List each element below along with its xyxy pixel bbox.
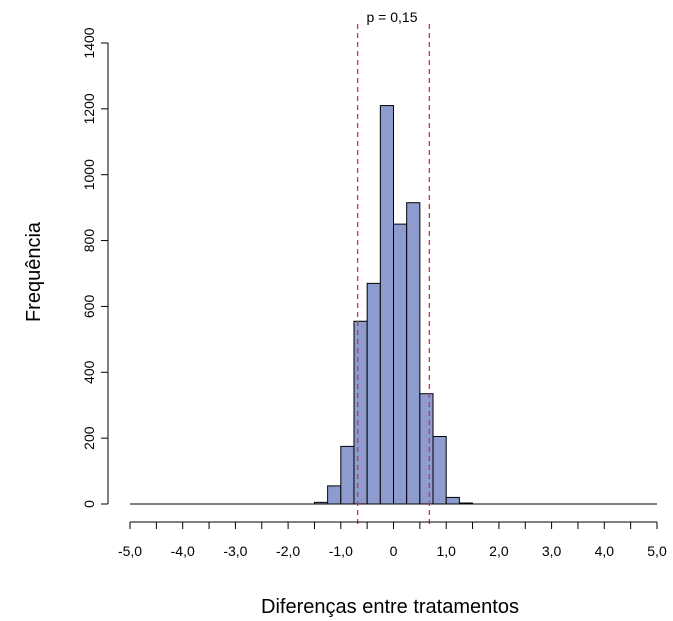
histogram-bar (353, 320, 368, 505)
y-tick-label: 200 (81, 426, 97, 450)
histogram-bar (419, 393, 434, 505)
histogram-bar (432, 435, 447, 505)
histogram-bar (393, 223, 408, 505)
x-axis: -5,0 -4,0 -3,0 -2,0 -1,0 0 1,0 2,0 3,0 4,0 5,0 (118, 521, 667, 559)
y-axis-title: Frequência (23, 221, 45, 322)
y-tick-label: 600 (81, 295, 97, 319)
x-tick-label: 1,0 (436, 543, 456, 559)
histogram-bar (366, 282, 381, 505)
histogram-bar (445, 496, 460, 505)
histogram-bar (340, 445, 355, 505)
y-tick-label: 0 (81, 500, 97, 508)
x-tick-label: -2,0 (276, 543, 300, 559)
histogram-bars (313, 105, 474, 505)
histogram-bar (327, 485, 342, 505)
x-tick-label: 5,0 (647, 543, 667, 559)
histogram-bar (379, 105, 395, 505)
y-tick-label: 800 (81, 229, 97, 253)
x-tick-label: -1,0 (329, 543, 353, 559)
x-tick-label: 0 (390, 543, 398, 559)
x-tick-label: 2,0 (489, 543, 509, 559)
y-tick-label: 1000 (81, 159, 97, 190)
histogram-bar (406, 202, 421, 505)
p-value-annotation: p = 0,15 (367, 9, 418, 25)
x-axis-title: Diferenças entre tratamentos (261, 596, 519, 618)
x-tick-label: -4,0 (171, 543, 195, 559)
x-tick-label: -3,0 (223, 543, 247, 559)
x-tick-label: 3,0 (542, 543, 562, 559)
reference-lines (357, 24, 430, 524)
y-tick-label: 400 (81, 360, 97, 384)
x-tick-label: -5,0 (118, 543, 142, 559)
y-tick-label: 1400 (81, 27, 97, 58)
x-tick-label: 4,0 (595, 543, 615, 559)
y-tick-label: 1200 (81, 93, 97, 124)
y-axis: 0 200 400 600 800 1000 1200 1400 (81, 27, 109, 508)
